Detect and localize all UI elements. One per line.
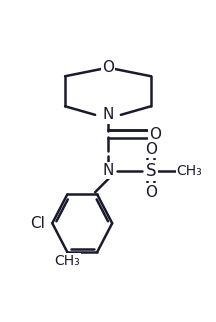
Text: N: N bbox=[102, 163, 114, 178]
Text: O: O bbox=[145, 142, 157, 157]
Text: CH₃: CH₃ bbox=[177, 164, 202, 178]
Text: Cl: Cl bbox=[30, 216, 45, 231]
Text: O: O bbox=[149, 127, 161, 142]
Text: N: N bbox=[102, 107, 114, 122]
Text: S: S bbox=[146, 162, 156, 180]
Text: O: O bbox=[145, 185, 157, 200]
Text: O: O bbox=[102, 60, 114, 75]
Text: CH₃: CH₃ bbox=[54, 254, 80, 268]
